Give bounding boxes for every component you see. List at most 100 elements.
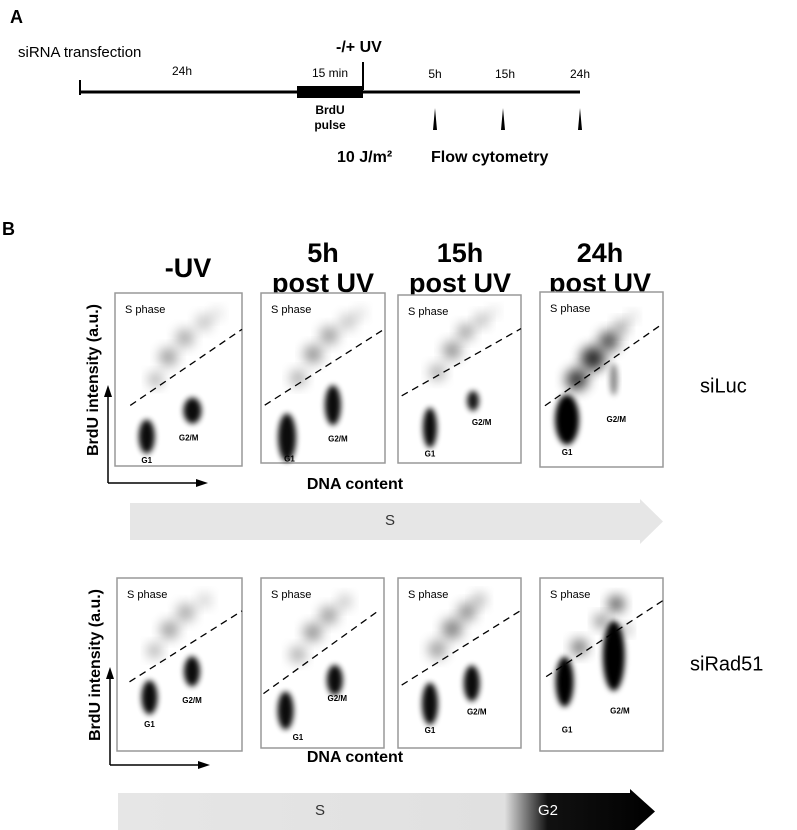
x-axis-label: DNA content [307,476,404,493]
phase-label: G2/M [182,696,202,705]
s-phase-cloud [627,311,638,322]
phase-label: S phase [550,303,590,315]
s-phase-cloud [147,643,162,658]
g2m-population [183,397,202,424]
panel-label: B [2,219,15,239]
phase-label: G1 [293,733,304,742]
column-header: 15h [437,238,484,268]
event-label: siRNA transfection [18,44,141,61]
column-header: 24h [577,238,624,268]
s-phase-cloud [598,331,619,351]
g2m-population [467,390,480,411]
column-header: 5h [307,238,339,268]
s-phase-cloud [608,595,625,612]
s-phase-cloud [320,326,339,345]
phase-label: G1 [425,450,436,459]
s-phase-cloud [428,640,447,659]
s-phase-cloud [474,313,489,328]
phase-label: G1 [425,726,436,735]
row-label: siLuc [700,375,747,397]
phase-label: G2/M [467,707,487,716]
g2m-population [324,385,341,426]
flow-plot: S phase G1 G2/M [260,292,386,464]
s-phase-cloud [159,348,178,367]
g1-population [141,680,158,715]
s-phase-cloud [289,646,306,663]
s-phase-cloud [197,593,212,608]
arrowhead [578,108,582,130]
s-phase-cloud [290,370,307,386]
s-phase-cloud [354,307,367,320]
arrowhead [433,108,437,130]
timepoint: 5h [428,67,441,81]
gate-line [129,328,243,406]
g1-population [555,394,580,445]
g1-population [138,419,155,454]
phase-label: S phase [408,589,448,601]
phase-label: G2/M [472,418,492,427]
s-phase-cloud [488,306,499,317]
flow-plot: S phase G1 G2/M [397,294,522,464]
gate-line [129,610,243,683]
g1-population [277,691,294,730]
y-axis-label: BrdU intensity (a.u.) [87,589,104,741]
pulse-label: pulse [314,118,346,132]
s-phase-cloud [148,372,163,387]
flow-plot: S phase G1 G2/M [539,577,664,752]
s-phase-cloud [337,594,352,609]
column-header: -UV [165,253,212,283]
plot-frame [114,292,243,467]
s-phase-cloud [303,623,322,642]
phase-label: S phase [127,589,167,601]
phase-label: G1 [141,456,152,465]
plot-frame [539,291,664,468]
uv-label: -/+ UV [336,39,382,56]
gate-line [401,328,522,397]
s-phase-cloud [339,313,356,330]
phase-arrow [118,789,655,830]
g1-population [422,407,437,448]
duration: 15 min [312,66,348,80]
s-phase-cloud [580,346,605,371]
s-phase-cloud [621,624,632,635]
s-phase-cloud [565,368,588,391]
timepoint: 15h [495,67,515,81]
dose: 10 J/m² [337,149,392,166]
interval: 24h [172,64,192,78]
phase-label: G2/M [606,415,626,424]
s-phase-cloud [457,323,474,340]
phase-label: S phase [271,304,311,316]
flow-plot: S phase G1 G2/M [114,292,243,467]
phase-label: G1 [144,720,155,729]
phase-label: G2/M [179,433,199,442]
s-phase-cloud [457,603,476,621]
phase-label: S phase [125,304,165,316]
pulse-label: BrdU [315,103,344,117]
s-phase-cloud [429,364,446,381]
g1-population [421,682,438,725]
s-phase-cloud [195,314,212,331]
s-phase-cloud [210,307,223,320]
arrowhead [196,479,208,487]
phase-label: S phase [550,589,590,601]
s-phase-cloud [571,639,588,656]
timepoint: 24h [570,67,590,81]
phase-label: S phase [271,589,311,601]
s-phase-cloud [442,619,463,639]
s-phase-cloud [443,341,462,360]
panel-label: A [10,7,23,27]
arrowhead [104,385,112,397]
s-phase-cloud [594,614,609,629]
phase-label: G1 [562,725,573,734]
plot-frame [397,294,522,464]
row-label: siRad51 [690,653,763,675]
s-phase-cloud [176,603,195,622]
s-phase-cloud [175,328,194,347]
phase-arrow [130,499,663,544]
arrowhead [501,108,505,130]
phase-label: G2/M [328,434,348,443]
g2m-population [609,363,618,396]
g1-population [555,656,574,707]
phase-label: G1 [562,448,573,457]
